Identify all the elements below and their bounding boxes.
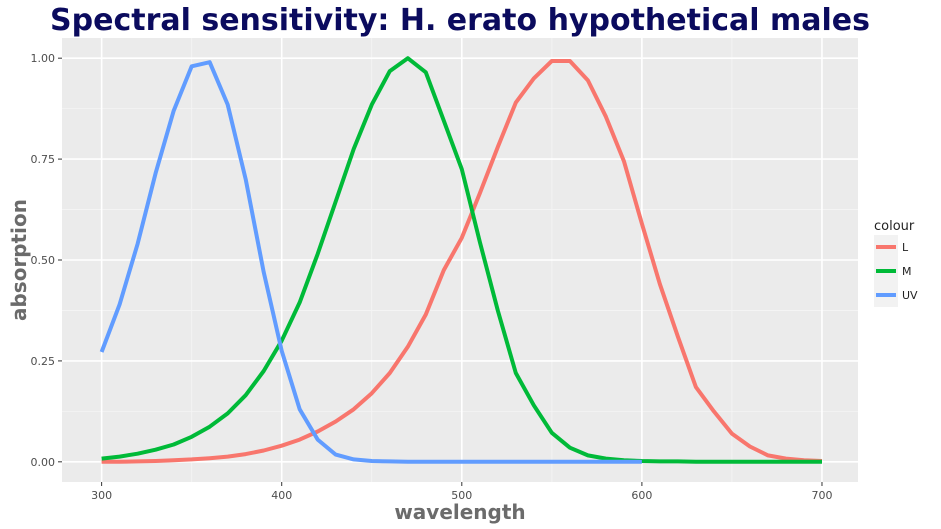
y-tick-label: 0.75 [31,153,56,166]
legend-items: LM UV [874,235,918,307]
x-axis-ticks: 300 400 500 600 700 [91,482,832,502]
legend-item-l: L [874,235,909,259]
chart-title: Spectral sensitivity: H. erato hypotheti… [50,3,870,38]
series-line-uv [99,60,642,464]
x-tick-label: 700 [811,489,832,502]
y-tick-label: 0.00 [31,456,56,469]
legend-title: colour [874,219,915,234]
series-line-l [101,59,823,464]
y-tick-label: 0.25 [31,355,56,368]
legend-label: M [902,265,912,278]
x-tick-label: 300 [91,489,112,502]
legend: colour LM UV [874,219,918,307]
y-axis-ticks: 0.00 0.25 0.50 0.75 1.00 [31,52,62,469]
legend-label: UV [902,289,918,302]
series-line-m [101,56,822,464]
legend-item-uv: UV [874,283,918,307]
y-tick-label: 0.50 [31,254,56,267]
x-tick-label: 500 [451,489,472,502]
y-tick-label: 1.00 [31,52,56,65]
x-axis-title: wavelength [394,500,525,524]
series-layer [99,56,823,464]
legend-label: L [902,241,909,254]
y-axis-title: absorption [7,199,31,321]
x-tick-label: 600 [631,489,652,502]
x-tick-label: 400 [271,489,292,502]
legend-item-m: M [874,259,912,283]
